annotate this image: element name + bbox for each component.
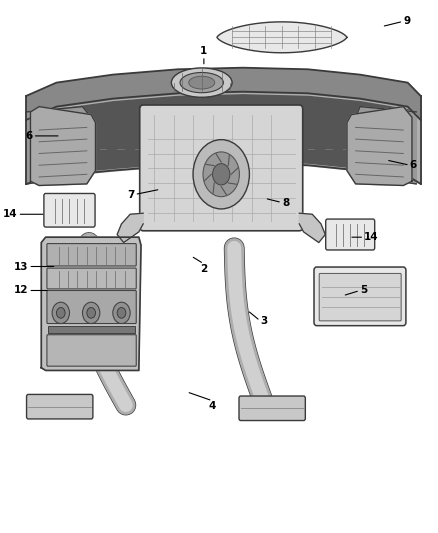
Ellipse shape [180,72,223,93]
Text: 6: 6 [25,131,32,141]
Circle shape [87,308,95,318]
Circle shape [117,308,126,318]
Polygon shape [31,107,95,185]
FancyBboxPatch shape [47,268,136,289]
Polygon shape [351,107,417,184]
Text: 14: 14 [3,209,18,219]
FancyBboxPatch shape [314,267,406,326]
Circle shape [57,308,65,318]
Text: 6: 6 [410,160,417,170]
Text: 7: 7 [127,190,134,199]
Circle shape [193,140,249,209]
Ellipse shape [189,76,215,89]
Text: 13: 13 [14,262,28,271]
Circle shape [52,302,70,324]
Circle shape [82,302,100,324]
Text: 5: 5 [360,286,367,295]
FancyBboxPatch shape [47,335,136,366]
Text: 12: 12 [14,286,28,295]
FancyBboxPatch shape [27,394,93,419]
FancyBboxPatch shape [47,290,136,324]
Polygon shape [217,22,347,53]
FancyBboxPatch shape [44,193,95,227]
Text: 2: 2 [200,264,208,274]
Text: 9: 9 [403,17,410,26]
FancyBboxPatch shape [319,273,401,321]
Polygon shape [299,213,325,243]
Text: 3: 3 [260,316,268,326]
Polygon shape [41,237,141,370]
FancyBboxPatch shape [140,105,303,231]
Ellipse shape [171,68,232,98]
FancyBboxPatch shape [326,219,374,250]
Polygon shape [347,107,412,185]
Text: 14: 14 [364,232,379,242]
Polygon shape [117,213,143,243]
Polygon shape [26,107,91,184]
FancyBboxPatch shape [239,396,305,421]
Text: 8: 8 [282,198,289,207]
Text: 4: 4 [209,401,216,411]
Circle shape [203,152,240,197]
Circle shape [212,164,230,185]
Text: 1: 1 [200,46,208,56]
Circle shape [113,302,130,324]
Bar [48,326,135,333]
FancyBboxPatch shape [47,244,136,266]
